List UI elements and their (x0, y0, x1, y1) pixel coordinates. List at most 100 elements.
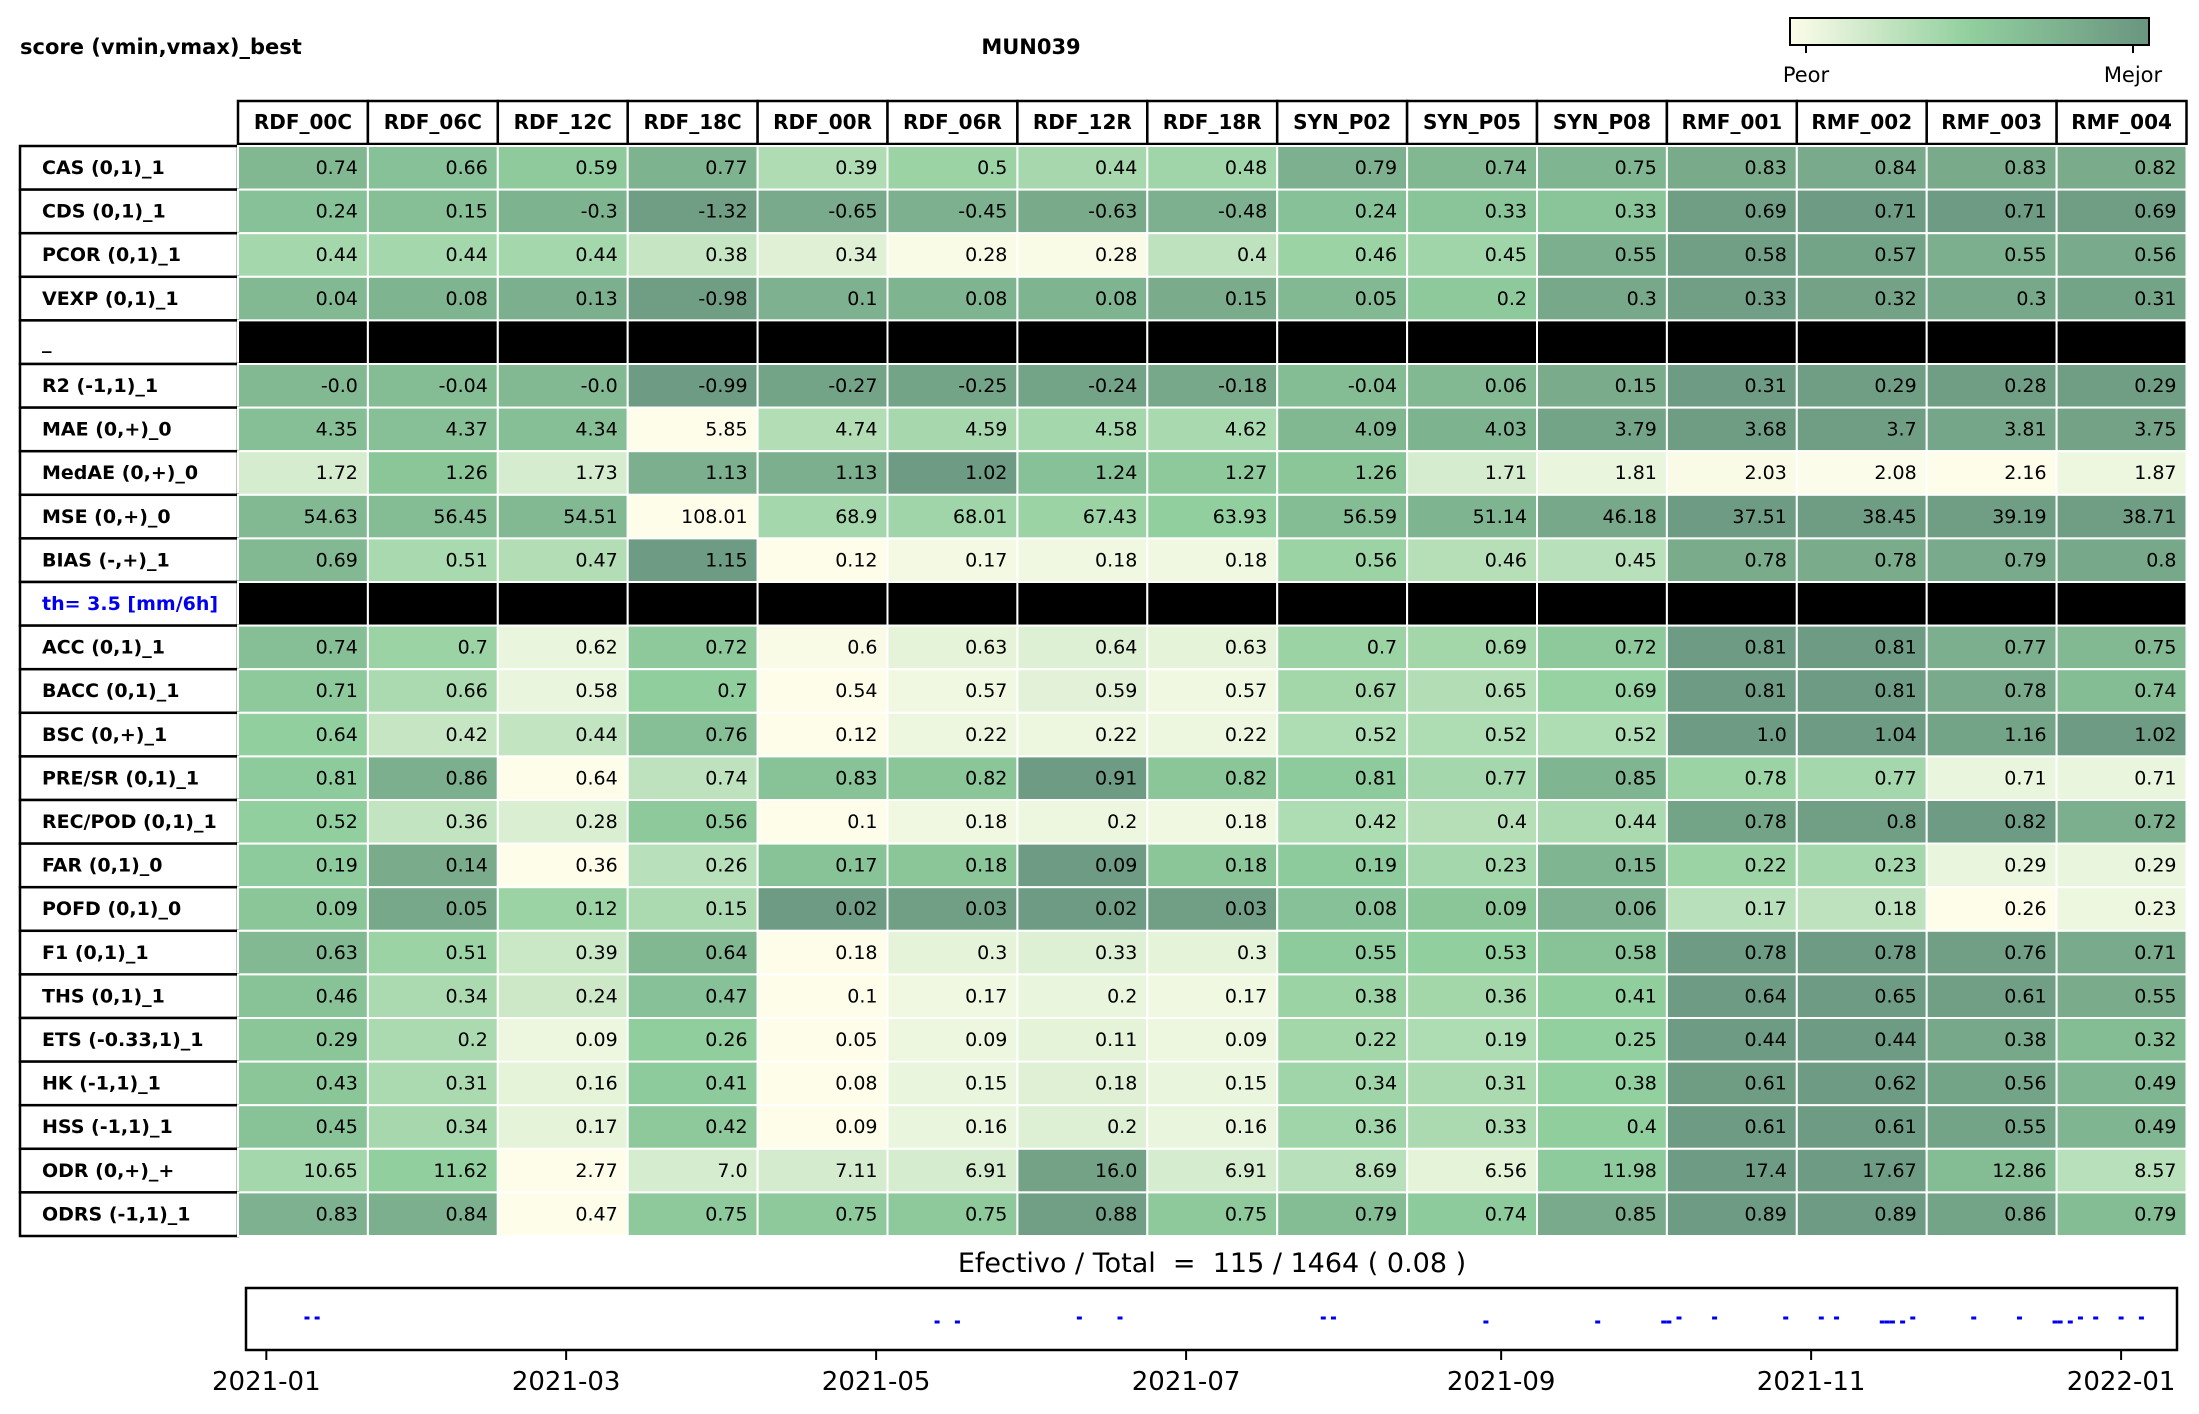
event-mark (2138, 1316, 2144, 1320)
heatmap-cell (1795, 929, 1928, 976)
heatmap-cell (1665, 886, 1798, 932)
heatmap-cell (626, 145, 759, 191)
heatmap-cell (886, 450, 1019, 496)
cell-value: 0.52 (1485, 724, 1527, 746)
heatmap-cell (626, 1191, 759, 1238)
cell-value: 0.46 (1355, 244, 1397, 266)
heatmap-cell (756, 232, 889, 278)
heatmap-cell (886, 1060, 1019, 1107)
heatmap-cell (1016, 799, 1149, 845)
cell-value: 0.24 (316, 201, 358, 223)
heatmap-cell (237, 1060, 369, 1107)
heatmap-cell (1925, 1191, 2058, 1238)
cell-value: -0.3 (581, 201, 618, 223)
cell-value: 0.12 (575, 898, 617, 920)
cell-value: 0.44 (445, 244, 487, 266)
cell-value: 0.09 (1095, 855, 1137, 877)
separator-cell (1795, 581, 1928, 627)
cell-value: 0.45 (1615, 549, 1657, 571)
cell-value: 0.59 (575, 157, 617, 179)
cell-value: 3.75 (2134, 419, 2176, 441)
column-header: SYN_P05 (1423, 110, 1521, 134)
cell-value: 0.05 (445, 898, 487, 920)
separator-cell (496, 581, 629, 627)
cell-value: 0.64 (1744, 985, 1786, 1007)
heatmap-cell (2055, 188, 2188, 235)
heatmap-cell (1536, 1147, 1668, 1194)
row-label: BSC (0,+)_1 (42, 724, 167, 746)
cell-value: 0.28 (965, 244, 1007, 266)
cell-value: 51.14 (1473, 506, 1527, 528)
heatmap-cell (366, 668, 499, 714)
cell-value: 0.81 (1874, 680, 1916, 702)
cell-value: 0.11 (1095, 1029, 1137, 1051)
cell-value: 0.38 (1355, 985, 1397, 1007)
row-label: ODR (0,+)_+ (42, 1160, 174, 1182)
cell-value: 0.28 (2004, 375, 2046, 397)
heatmap-cell (1536, 232, 1668, 278)
heatmap-cell (626, 450, 759, 496)
heatmap-cell (1665, 232, 1798, 278)
cell-value: 0.89 (1874, 1203, 1916, 1225)
heatmap-cell (237, 537, 369, 584)
cell-value: 0.78 (1744, 549, 1786, 571)
cell-value: 0.57 (1874, 244, 1916, 266)
cell-value: 0.3 (1627, 288, 1657, 310)
heatmap-cell (1276, 842, 1409, 889)
cell-value: 0.29 (2134, 375, 2176, 397)
cell-value: 1.24 (1095, 462, 1137, 484)
column-header-cell (1925, 99, 2058, 146)
cell-value: -0.0 (321, 375, 358, 397)
heatmap-cell (1925, 145, 2058, 191)
cell-value: 0.78 (1874, 942, 1916, 964)
cell-value: 0.23 (2134, 898, 2176, 920)
cell-value: 0.82 (1225, 767, 1267, 789)
cell-value: 0.29 (2134, 855, 2176, 877)
heatmap-cell (1276, 668, 1409, 714)
heatmap-cell (1146, 886, 1279, 932)
cell-value: 39.19 (1992, 506, 2046, 528)
cell-value: 0.16 (575, 1073, 617, 1095)
column-header: RMF_003 (1941, 110, 2042, 134)
cell-value: 0.64 (705, 942, 747, 964)
column-header-cell (1665, 99, 1799, 146)
event-mark (1889, 1320, 1895, 1324)
cell-value: 0.26 (705, 855, 747, 877)
heatmap-cell (1146, 363, 1279, 409)
cell-value: -0.04 (439, 375, 488, 397)
cell-value: 0.33 (1744, 288, 1786, 310)
heatmap-cell (237, 450, 369, 496)
cell-value: -0.25 (958, 375, 1007, 397)
cell-value: 0.59 (1095, 680, 1137, 702)
cell-value: 0.22 (965, 724, 1007, 746)
cell-value: 0.86 (445, 767, 487, 789)
column-header-cell (1535, 99, 1669, 146)
cell-value: 0.77 (2004, 637, 2046, 659)
cell-value: 0.3 (977, 942, 1007, 964)
column-header: RDF_06R (903, 110, 1002, 134)
cell-value: 54.63 (303, 506, 357, 528)
cell-value: 0.08 (965, 288, 1007, 310)
cell-value: 0.64 (1095, 637, 1137, 659)
cell-value: 0.12 (835, 549, 877, 571)
column-header-cell (496, 99, 629, 146)
separator-cell (1406, 319, 1538, 365)
heatmap-cell (1016, 1104, 1149, 1150)
heatmap-cell (2055, 363, 2188, 409)
cell-value: 0.06 (1615, 898, 1657, 920)
cell-value: 6.91 (1225, 1160, 1267, 1182)
cell-value: 17.4 (1744, 1160, 1786, 1182)
row-label-cell (18, 667, 240, 715)
cell-value: 0.32 (1874, 288, 1916, 310)
cell-value: 0.69 (2134, 201, 2176, 223)
cell-value: 1.02 (965, 462, 1007, 484)
cell-value: 0.78 (1744, 811, 1786, 833)
cell-value: 0.09 (575, 1029, 617, 1051)
cell-value: 0.25 (1615, 1029, 1657, 1051)
cell-value: 0.02 (1095, 898, 1137, 920)
row-label: FAR (0,1)_0 (42, 855, 163, 877)
cell-value: 0.41 (1615, 985, 1657, 1007)
cell-value: 0.36 (575, 855, 617, 877)
event-mark (2016, 1316, 2022, 1320)
heatmap-cell (886, 145, 1019, 191)
